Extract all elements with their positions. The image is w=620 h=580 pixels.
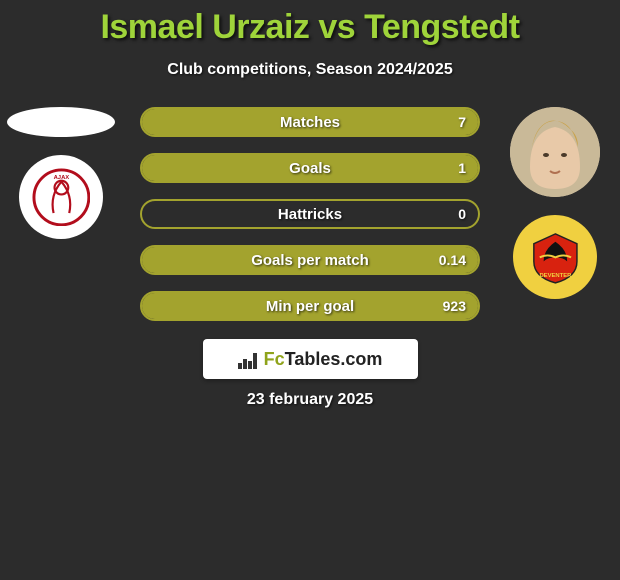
- bar-chart-icon: [238, 349, 260, 369]
- right-player-column: DEVENTER: [500, 107, 610, 299]
- brand-text: FcTables.com: [264, 349, 383, 370]
- svg-text:AJAX: AJAX: [53, 174, 69, 180]
- ajax-logo-icon: AJAX: [32, 168, 91, 227]
- stat-label: Goals: [289, 160, 331, 177]
- stat-label: Min per goal: [266, 298, 354, 315]
- date-label: 23 february 2025: [0, 391, 620, 409]
- branding-box[interactable]: FcTables.com: [203, 339, 418, 379]
- stat-row: Min per goal 923: [140, 291, 480, 321]
- stat-row: Goals per match 0.14: [140, 245, 480, 275]
- stat-value-right: 7: [458, 114, 466, 130]
- left-club-logo: AJAX: [19, 155, 103, 239]
- stat-value-right: 0.14: [439, 252, 466, 268]
- stat-value-right: 0: [458, 206, 466, 222]
- stat-value-right: 923: [443, 298, 466, 314]
- subtitle: Club competitions, Season 2024/2025: [0, 61, 620, 79]
- page-title: Ismael Urzaiz vs Tengstedt: [0, 0, 620, 47]
- left-player-column: AJAX: [6, 107, 116, 239]
- stat-label: Matches: [280, 114, 340, 131]
- right-club-logo: DEVENTER: [513, 215, 597, 299]
- stat-label: Hattricks: [278, 206, 342, 223]
- stat-bars: Matches 7 Goals 1 Hattricks 0 Goals per match 0…: [140, 107, 480, 321]
- stat-row: Matches 7: [140, 107, 480, 137]
- stat-row: Hattricks 0: [140, 199, 480, 229]
- svg-text:DEVENTER: DEVENTER: [539, 273, 572, 279]
- comparison-layout: AJAX DEVENTER Matc: [0, 107, 620, 321]
- gae-logo-icon: DEVENTER: [526, 228, 585, 287]
- right-player-avatar: [510, 107, 600, 197]
- stat-value-right: 1: [458, 160, 466, 176]
- left-player-avatar-placeholder: [7, 107, 115, 137]
- stat-row: Goals 1: [140, 153, 480, 183]
- stat-label: Goals per match: [251, 252, 369, 269]
